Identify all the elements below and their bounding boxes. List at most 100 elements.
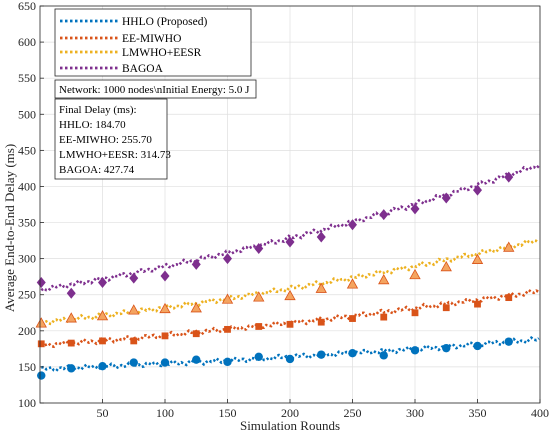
final-delay-lmwho: LMWHO+EESR: 314.73 [59,149,171,161]
data-point-bagoa [36,276,46,288]
x-tick-label: 200 [281,406,299,420]
data-point-hhlo [317,350,326,359]
data-point-bagoa [410,203,420,215]
data-point-eemiwho [349,315,356,322]
data-point-lmwho [96,310,109,321]
data-point-lmwho [35,317,47,328]
final-delay-box [54,98,168,180]
data-point-bagoa [379,209,389,221]
series-bagoa [36,164,540,299]
data-point-lmwho [471,253,484,264]
y-tick-label: 300 [18,252,36,266]
data-point-lmwho [128,304,140,315]
y-tick-label: 350 [18,216,36,230]
data-point-lmwho [159,302,171,314]
final-delay-annotation: Final Delay (ms): HHLO: 184.70 EE-MIWHO:… [54,98,171,180]
data-point-lmwho [315,282,327,293]
data-point-bagoa [160,270,170,282]
series-hhlo [37,335,540,380]
data-point-hhlo [379,351,388,360]
data-point-bagoa [285,236,295,248]
data-point-hhlo [285,354,295,364]
data-point-hhlo [98,361,107,371]
data-point-hhlo [254,352,263,362]
data-point-hhlo [442,343,451,353]
data-point-bagoa [441,192,451,204]
data-point-lmwho [284,289,296,301]
x-tick-label: 400 [531,406,549,420]
data-point-hhlo [223,357,232,367]
x-tick-label: 100 [156,406,174,420]
legend-label-bagoa: BAGOA [122,63,164,75]
series-line-eemiwho [40,288,540,349]
y-tick-label: 450 [18,143,36,157]
data-point-eemiwho [99,337,106,345]
data-point-eemiwho [37,340,45,348]
data-point-bagoa [223,253,232,265]
data-point-eemiwho [505,294,513,302]
data-point-bagoa [98,276,107,288]
data-point-lmwho [409,268,421,280]
data-point-lmwho [190,302,202,313]
data-point-eemiwho [192,330,200,338]
final-delay-hhlo: HHLO: 184.70 [59,119,126,131]
data-point-hhlo [160,358,170,367]
x-tick-label: 350 [469,406,487,420]
series-line-lmwho [40,238,540,326]
y-tick-label: 500 [18,107,36,121]
data-point-eemiwho [67,339,75,347]
data-point-lmwho [378,273,390,285]
data-point-lmwho [346,278,359,289]
y-tick-label: 250 [18,288,36,302]
data-point-lmwho [65,312,77,323]
legend-label-hhlo: HHLO (Proposed) [122,16,207,28]
data-point-bagoa [504,171,514,183]
x-tick-label: 300 [406,406,424,420]
data-point-eemiwho [442,304,450,312]
data-point-hhlo [473,341,482,351]
legend: HHLO (Proposed) EE-MIWHO LMWHO+EESR BAGO… [54,8,252,77]
series-lmwho [35,238,540,328]
x-axis-label: Simulation Rounds [240,418,340,433]
final-delay-eemiwho: EE-MIWHO: 255.70 [59,134,152,146]
data-point-eemiwho [255,323,263,330]
network-annotation: Network: 1000 nodes\nInitial Energy: 5.0… [54,79,257,99]
legend-box [54,8,252,77]
data-point-bagoa [473,184,482,196]
data-point-hhlo [37,371,46,380]
y-tick-label: 650 [18,0,36,13]
data-point-hhlo [504,337,513,346]
y-tick-label: 550 [18,71,36,85]
data-point-hhlo [129,358,138,367]
data-point-bagoa [66,287,76,299]
y-tick-label: 600 [18,35,36,49]
axis-ticks: 50 100 150 200 250 300 350 400 100 150 200 250 300 35… [18,0,549,420]
data-point-bagoa [191,258,201,270]
x-tick-label: 150 [219,406,237,420]
y-axis-label: Average End-to-End Delay (ms) [2,144,17,312]
series-layer [35,164,540,380]
final-delay-title: Final Delay (ms): [59,104,137,116]
data-point-eemiwho [224,325,231,333]
data-point-lmwho [253,291,265,302]
data-point-lmwho [503,241,515,252]
data-point-lmwho [221,293,234,304]
y-tick-label: 400 [18,179,36,193]
data-point-eemiwho [411,309,419,317]
data-point-bagoa [129,272,139,284]
series-eemiwho [37,288,540,349]
y-tick-label: 150 [18,360,36,374]
final-delay-bagoa: BAGOA: 427.74 [59,164,135,176]
data-point-eemiwho [474,300,481,308]
y-tick-label: 100 [18,396,36,410]
network-annotation-text: Network: 1000 nodes\nInitial Energy: 5.0… [59,84,250,96]
legend-label-lmwho: LMWHO+EESR [122,47,202,59]
data-point-bagoa [254,243,264,255]
data-point-bagoa [316,231,326,243]
network-annotation-box [54,79,257,99]
data-point-hhlo [67,364,76,373]
legend-label-eemiwho: EE-MIWHO [122,33,181,45]
data-point-eemiwho [317,318,325,326]
series-line-bagoa [40,164,540,292]
